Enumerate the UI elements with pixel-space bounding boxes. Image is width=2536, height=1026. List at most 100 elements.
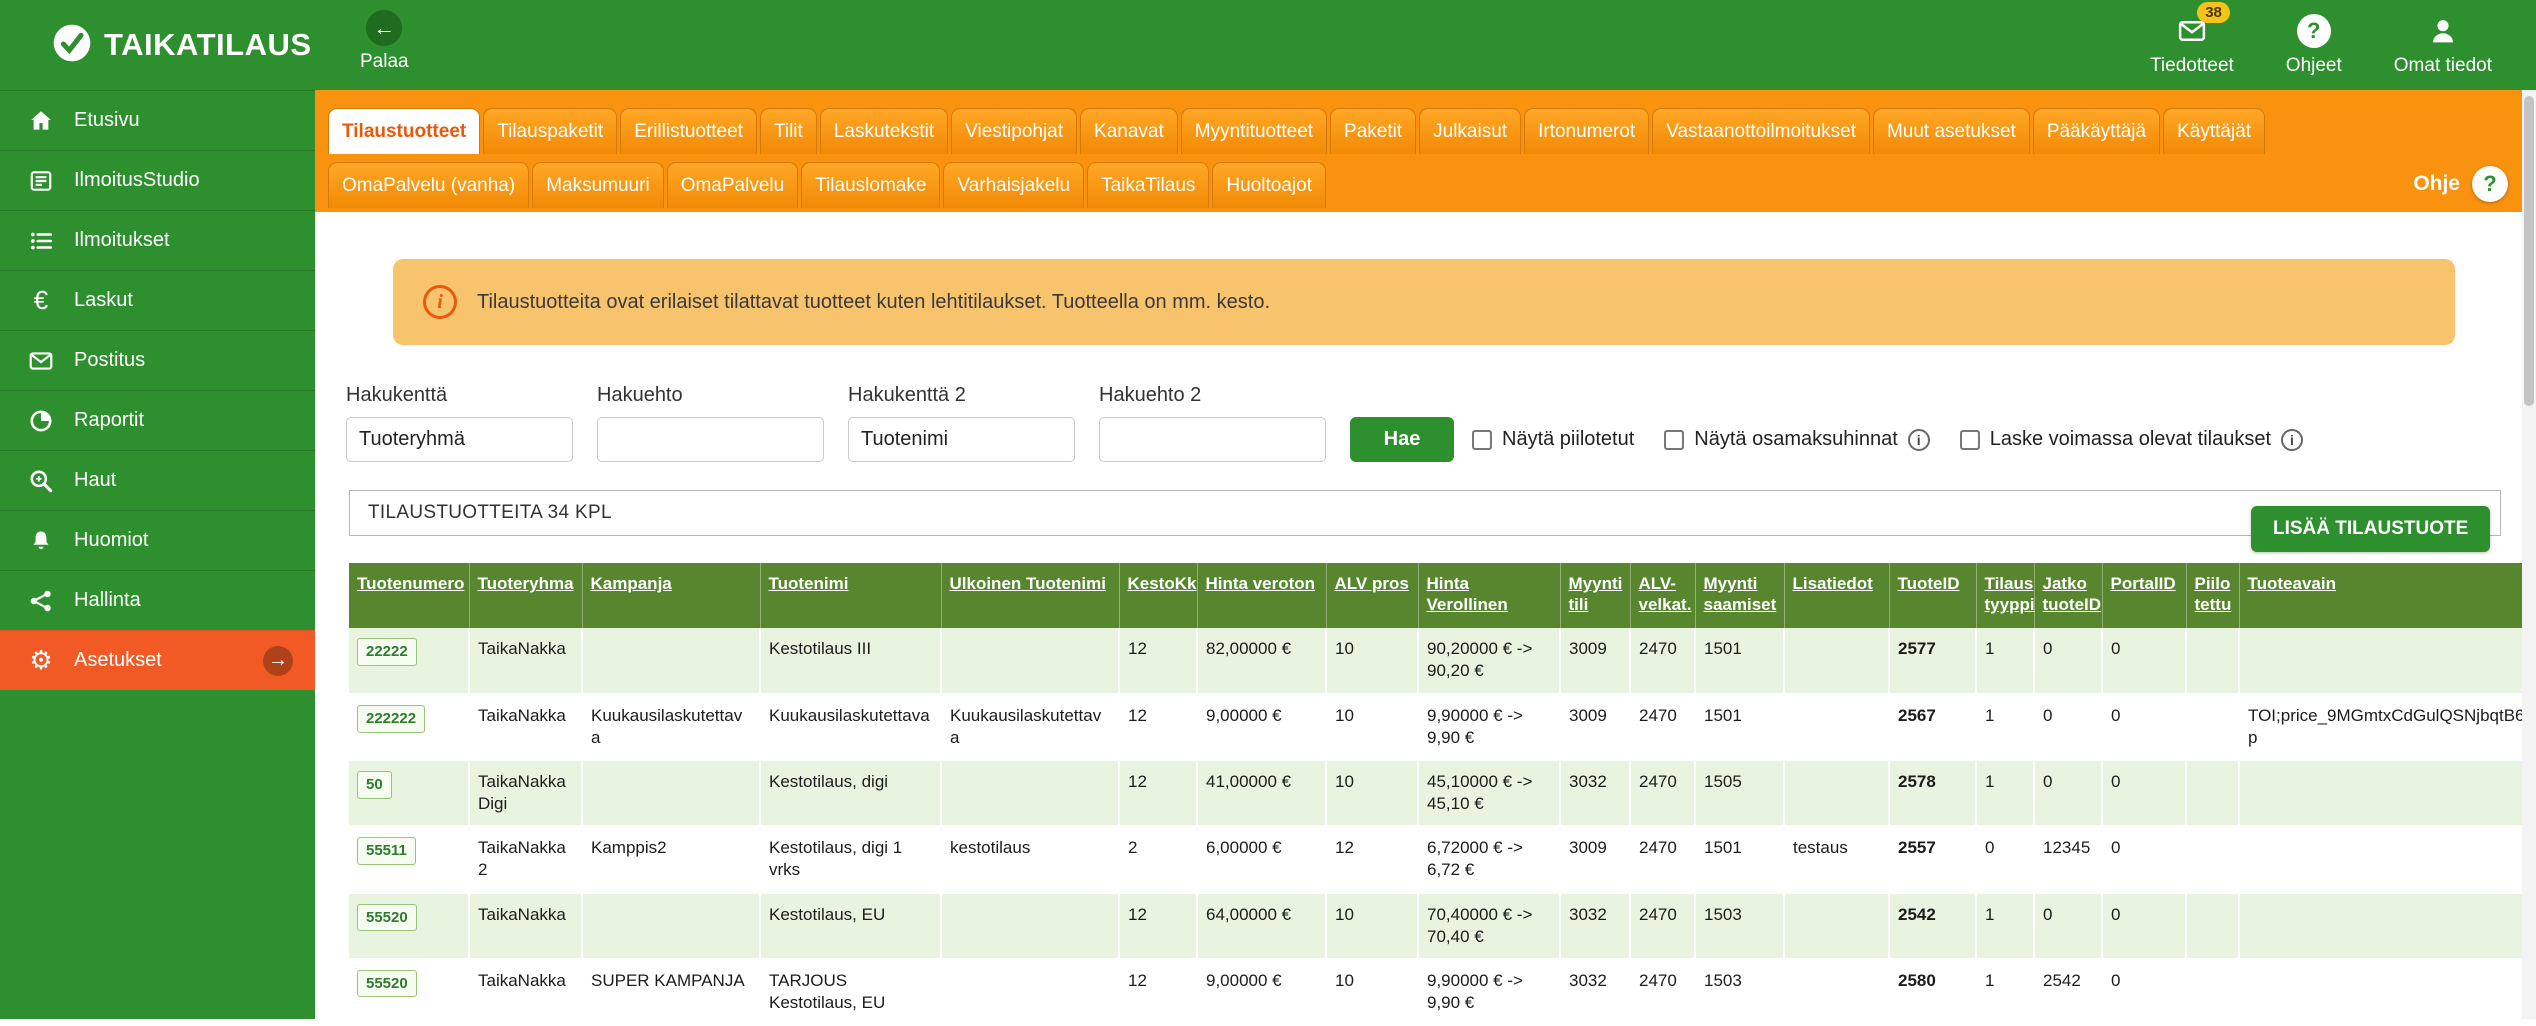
cell-piilo-tettu: [2186, 760, 2240, 828]
hakukentta-input[interactable]: [346, 417, 573, 462]
ohje-help-button[interactable]: Ohje ?: [2413, 166, 2522, 208]
list-icon: [26, 226, 56, 256]
tab-erillistuotteet[interactable]: Erillistuotteet: [620, 108, 757, 154]
checkbox-box[interactable]: [1472, 429, 1492, 450]
tab-irtonumerot[interactable]: Irtonumerot: [1524, 108, 1650, 154]
cell-lisatiedot: testaus: [1784, 826, 1890, 894]
cell-myynti-tili: 3032: [1560, 760, 1631, 828]
column-header-hinta-veroton[interactable]: Hinta veroton: [1197, 563, 1327, 628]
tab-tilauslomake[interactable]: Tilauslomake: [801, 162, 941, 208]
gear-icon: ⚙: [29, 645, 53, 675]
tab-omapalvelu[interactable]: OmaPalvelu: [666, 162, 799, 208]
cell-tuoteryhma: TaikaNakka2: [469, 826, 583, 894]
product-number-link[interactable]: 222222: [357, 705, 426, 733]
cell-piilo-tettu: [2186, 628, 2240, 695]
column-header-alv-pros[interactable]: ALV pros: [1326, 563, 1419, 628]
cell-tuoteid: 2577: [1889, 628, 1977, 695]
profile-button[interactable]: Omat tiedot: [2394, 14, 2492, 77]
tab-huoltoajot[interactable]: Huoltoajot: [1212, 162, 1326, 208]
tab-varhaisjakelu[interactable]: Varhaisjakelu: [943, 162, 1085, 208]
sidebar-item-haut[interactable]: Haut: [0, 450, 315, 510]
column-header-portalid[interactable]: PortalID: [2102, 563, 2187, 628]
add-product-button[interactable]: LISÄÄ TILAUSTUOTE: [2251, 506, 2491, 552]
checkbox-nayta-piilotetut[interactable]: Näytä piilotetut: [1472, 428, 1634, 451]
cell-portalid: 0: [2102, 826, 2187, 894]
column-header-tuoteid[interactable]: TuoteID: [1889, 563, 1977, 628]
tab-paketit[interactable]: Paketit: [1330, 108, 1417, 154]
sidebar-item-ilmoitukset[interactable]: Ilmoitukset: [0, 210, 315, 270]
checkbox-box[interactable]: [1959, 429, 1980, 450]
cell-hinta-veroton: 9,00000 €: [1197, 694, 1327, 762]
product-number-link[interactable]: 55511: [357, 837, 416, 865]
column-header-tuotenumero[interactable]: Tuotenumero: [349, 563, 470, 628]
cell-tuoteid: 2557: [1889, 826, 1977, 894]
cell-myynti-tili: 3032: [1560, 958, 1631, 1026]
column-header-alv-velkat[interactable]: ALV-velkat.: [1630, 563, 1696, 628]
vertical-scrollbar[interactable]: [2522, 90, 2536, 1019]
column-header-lisatiedot[interactable]: Lisatiedot: [1784, 563, 1890, 628]
cell-myynti-tili: 3009: [1560, 826, 1631, 894]
column-header-kestokk[interactable]: KestoKk: [1119, 563, 1198, 628]
tab-tilauspaketit[interactable]: Tilauspaketit: [483, 108, 618, 154]
checkbox-box[interactable]: [1664, 429, 1685, 450]
cell-tuoteavain: [2239, 826, 2536, 894]
announcements-button[interactable]: 38 Tiedotteet: [2150, 1, 2234, 77]
search-field-1: Hakukenttä: [346, 384, 573, 462]
tab-julkaisut[interactable]: Julkaisut: [1419, 108, 1522, 154]
tab-laskutekstit[interactable]: Laskutekstit: [819, 108, 949, 154]
sidebar-item-huomiot[interactable]: Huomiot: [0, 510, 315, 570]
tab-vastaanottoilmoitukset[interactable]: Vastaanottoilmoitukset: [1652, 108, 1870, 154]
tab-kayttajat[interactable]: Käyttäjät: [2163, 108, 2266, 154]
tab-taikatilaus[interactable]: TaikaTilaus: [1087, 162, 1210, 208]
tab-myyntituotteet[interactable]: Myyntituotteet: [1180, 108, 1328, 154]
column-header-tuotenimi[interactable]: Tuotenimi: [760, 563, 942, 628]
help-circle-icon: i: [1907, 428, 1930, 451]
column-header-piilo-tettu[interactable]: Piilo tettu: [2186, 563, 2240, 628]
checkbox-nayta-osamaksuhinnat[interactable]: Näytä osamaksuhinnat i: [1664, 428, 1930, 451]
tab-kanavat[interactable]: Kanavat: [1080, 108, 1178, 154]
list-count-label: TILAUSTUOTTEITA 34 KPL: [368, 502, 612, 523]
column-header-tuoteavain[interactable]: Tuoteavain: [2239, 563, 2536, 628]
search-button[interactable]: Hae: [1350, 417, 1454, 462]
scrollbar-thumb[interactable]: [2524, 96, 2534, 406]
cell-kampanja: Kuukausilaskutettava: [582, 694, 761, 762]
help-button[interactable]: ? Ohjeet: [2286, 13, 2342, 77]
sidebar-item-laskut[interactable]: € Laskut: [0, 270, 315, 330]
envelope-icon: 38: [2174, 1, 2230, 48]
tab-muut-asetukset[interactable]: Muut asetukset: [1872, 108, 2030, 154]
question-icon[interactable]: ?: [2472, 166, 2508, 202]
column-header-jatko-tuoteid[interactable]: Jatko tuoteID: [2034, 563, 2103, 628]
sidebar-item-etusivu[interactable]: Etusivu: [0, 90, 315, 150]
column-header-kampanja[interactable]: Kampanja: [582, 563, 761, 628]
product-number-link[interactable]: 50: [357, 771, 392, 799]
tab-viestipohjat[interactable]: Viestipohjat: [951, 108, 1078, 154]
column-header-myynti-tili[interactable]: Myynti tili: [1560, 563, 1631, 628]
back-button[interactable]: ← Palaa: [360, 10, 409, 73]
column-header-ulkoinen-tuotenimi[interactable]: Ulkoinen Tuotenimi: [941, 563, 1120, 628]
sidebar-item-postitus[interactable]: Postitus: [0, 330, 315, 390]
tab-paakayttaja[interactable]: Pääkäyttäjä: [2032, 108, 2161, 154]
hakukentta2-input[interactable]: [848, 417, 1075, 462]
sidebar-item-raportit[interactable]: Raportit: [0, 390, 315, 450]
sidebar-item-ilmoitusstudio[interactable]: IlmoitusStudio: [0, 150, 315, 210]
column-header-tuoteryhma[interactable]: Tuoteryhma: [469, 563, 583, 628]
checkbox-laske-voimassa-olevat[interactable]: Laske voimassa olevat tilaukset i: [1959, 428, 2303, 451]
tab-tilaustuotteet[interactable]: Tilaustuotteet: [328, 108, 481, 154]
column-header-tilaus-tyyppi[interactable]: Tilaus tyyppi: [1976, 563, 2035, 628]
tab-maksumuuri[interactable]: Maksumuuri: [532, 162, 664, 208]
cell-myynti-saamiset: 1501: [1695, 628, 1785, 695]
cell-alv-pros: 10: [1326, 694, 1419, 762]
product-number-link[interactable]: 55520: [357, 903, 417, 932]
tab-tilit[interactable]: Tilit: [759, 108, 817, 154]
column-header-myynti-saamiset[interactable]: Myynti saamiset: [1695, 563, 1785, 628]
hakuehto-input[interactable]: [597, 417, 824, 462]
hakuehto2-input[interactable]: [1099, 417, 1326, 462]
cell-myynti-tili: 3032: [1560, 892, 1631, 960]
tab-omapalvelu-vanha[interactable]: OmaPalvelu (vanha): [328, 162, 530, 208]
product-number-link[interactable]: 22222: [357, 638, 417, 666]
product-number-link[interactable]: 55520: [357, 969, 417, 998]
cell-hinta-verollinen: 70,40000 € -> 70,40 €: [1418, 892, 1561, 960]
sidebar-item-asetukset[interactable]: ⚙ Asetukset →: [0, 630, 315, 690]
sidebar-item-hallinta[interactable]: Hallinta: [0, 570, 315, 630]
column-header-hinta-verollinen[interactable]: Hinta Verollinen: [1418, 563, 1561, 628]
